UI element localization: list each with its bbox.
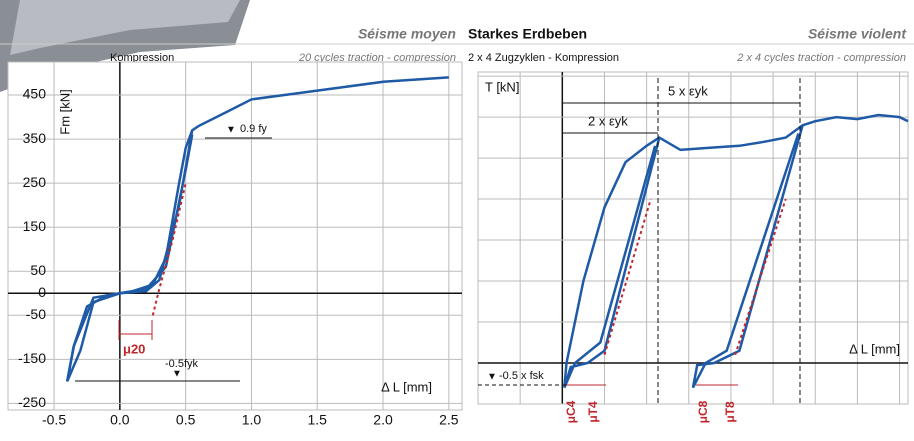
y-tick-label: 150 (23, 218, 47, 234)
x-axis-label: Δ L [mm] (381, 379, 432, 394)
annotation: μT8 (723, 401, 737, 423)
annotation: -0.5fyk (165, 358, 199, 370)
annotation: 5 x εyk (668, 83, 708, 98)
annotation: -0.5 x fsk (499, 370, 544, 382)
y-axis-label: Fm [kN] (57, 89, 72, 135)
marker: ▼ (226, 125, 236, 136)
y-tick-label: -50 (26, 306, 46, 322)
plot-frame (478, 72, 908, 404)
annotation: μT4 (586, 401, 600, 423)
annotation: μC4 (564, 400, 578, 423)
x-tick-label: 2.5 (439, 412, 459, 428)
y-tick-label: 0 (38, 284, 46, 300)
marker: ▼ (172, 369, 182, 380)
y-tick-label: 350 (23, 130, 47, 146)
subtitle-de: 2 x 4 Zugzyklen - Kompression (468, 52, 619, 64)
x-tick-label: 1.5 (308, 412, 328, 428)
subtitle: 2 x 4 cycles traction - compression (736, 52, 906, 64)
x-tick-label: -0.5 (42, 412, 66, 428)
title: Séisme violent (808, 26, 907, 42)
annotation: μ20 (123, 341, 145, 356)
x-tick-label: 0.0 (110, 412, 130, 428)
y-tick-label: -150 (18, 350, 46, 366)
marker: ▼ (487, 372, 497, 383)
x-tick-label: 2.0 (373, 412, 393, 428)
annotation: μC8 (696, 400, 710, 423)
y-tick-label: 50 (30, 262, 46, 278)
x-tick-label: 1.0 (242, 412, 262, 428)
x-axis-label: Δ L [mm] (849, 341, 900, 356)
y-tick-label: -250 (18, 394, 46, 410)
title: Starkes Erdbeben (468, 26, 587, 42)
y-tick-label: 450 (23, 86, 47, 102)
y-tick-label: 250 (23, 174, 47, 190)
annotation: 0.9 fy (240, 123, 267, 135)
figure: Séisme moyen Kompression 20 cycles tract… (0, 0, 914, 441)
y-axis-label: T [kN] (485, 79, 519, 94)
annotation: 2 x εyk (588, 113, 628, 128)
title: Séisme moyen (358, 26, 456, 42)
x-tick-label: 0.5 (176, 412, 196, 428)
